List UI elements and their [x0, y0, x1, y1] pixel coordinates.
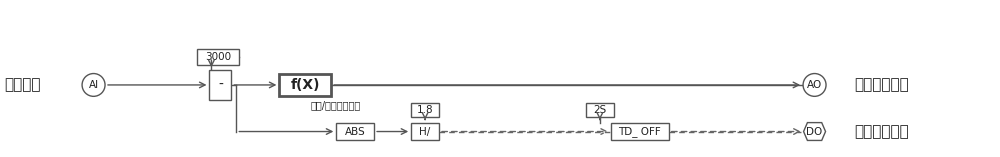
Text: AO: AO — [807, 80, 822, 90]
FancyBboxPatch shape — [411, 123, 439, 141]
Text: TD_ OFF: TD_ OFF — [618, 126, 661, 137]
Text: 1.8: 1.8 — [417, 105, 433, 115]
Text: H/: H/ — [419, 127, 431, 137]
Text: -: - — [218, 78, 223, 92]
FancyBboxPatch shape — [336, 123, 374, 141]
FancyBboxPatch shape — [586, 103, 614, 117]
Text: 理论调频功率: 理论调频功率 — [855, 77, 909, 92]
Text: ABS: ABS — [345, 127, 366, 137]
Text: DO: DO — [806, 127, 823, 137]
FancyBboxPatch shape — [279, 74, 331, 96]
Text: 汽机转速: 汽机转速 — [5, 77, 41, 92]
FancyBboxPatch shape — [197, 49, 239, 65]
Text: 3000: 3000 — [205, 52, 231, 62]
Text: AI: AI — [89, 80, 99, 90]
Text: 一次调频动作: 一次调频动作 — [855, 124, 909, 139]
FancyBboxPatch shape — [209, 70, 231, 100]
Circle shape — [803, 73, 826, 96]
Circle shape — [82, 73, 105, 96]
FancyBboxPatch shape — [411, 103, 439, 117]
Text: 转速/调频负荷函数: 转速/调频负荷函数 — [310, 100, 360, 110]
FancyBboxPatch shape — [611, 123, 669, 141]
Text: f(X): f(X) — [291, 78, 320, 92]
Polygon shape — [804, 123, 826, 141]
Text: 2S: 2S — [593, 105, 606, 115]
